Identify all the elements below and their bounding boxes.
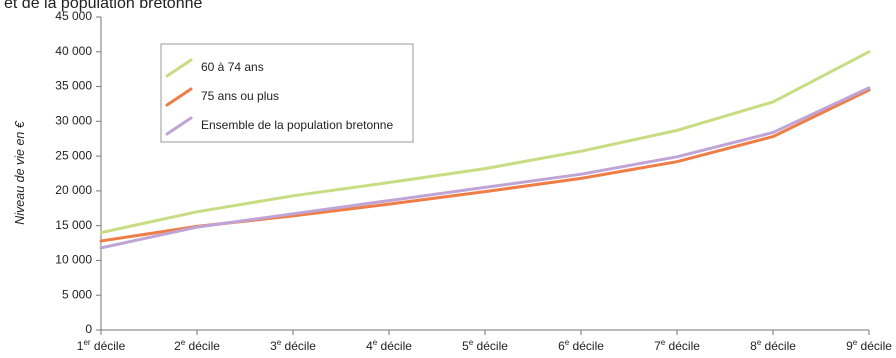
legend-box — [160, 43, 414, 143]
y-tick-label: 30 000 — [55, 114, 92, 128]
x-tick-label: 9e décile — [846, 338, 892, 353]
y-tick-label: 40 000 — [55, 44, 92, 58]
legend-swatch — [165, 58, 193, 78]
legend-swatch — [165, 116, 193, 136]
y-tick-label: 5 000 — [62, 287, 92, 301]
series-group — [99, 50, 871, 250]
series-line-1 — [99, 50, 871, 235]
legend-label: 60 à 74 ans — [201, 60, 264, 74]
y-tick-label: 0 — [85, 322, 92, 336]
y-tick-label: 45 000 — [55, 9, 92, 23]
axes: 0 5 000 10 000 15 000 20 000 25 000 30 000 35 0… — [55, 9, 892, 353]
y-tick-label: 15 000 — [55, 218, 92, 232]
y-axis-title: Niveau de vie en € — [13, 120, 27, 225]
y-tick-label: 35 000 — [55, 79, 92, 93]
x-tick-label: 5e décile — [462, 338, 508, 353]
series-line-3 — [99, 86, 871, 250]
y-tick-label: 10 000 — [55, 253, 92, 267]
x-tick-label: 3e décile — [270, 338, 316, 353]
y-tick-label: 25 000 — [55, 148, 92, 162]
chart-title: et de la population bretonne — [4, 0, 202, 12]
legend-swatch — [165, 87, 193, 107]
x-tick-label: 1er décile — [77, 338, 126, 353]
x-tick-label: 2e décile — [174, 338, 220, 353]
legend-label: Ensemble de la population bretonne — [201, 118, 393, 132]
y-tick-label: 20 000 — [55, 183, 92, 197]
x-tick-label: 6e décile — [558, 338, 604, 353]
x-tick-label: 7e décile — [654, 338, 700, 353]
x-tick-label: 4e décile — [366, 338, 412, 353]
legend-label: 75 ans ou plus — [201, 89, 279, 103]
x-tick-label: 8e décile — [750, 338, 796, 353]
legend: 60 à 74 ans 75 ans ou plus Ensemble de la … — [160, 43, 414, 143]
